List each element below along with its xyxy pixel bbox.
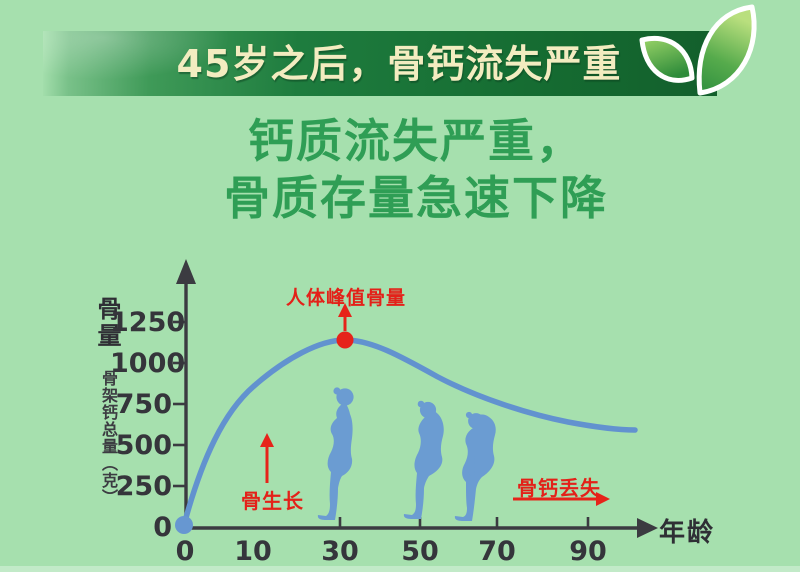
x-tick-label: 30 bbox=[321, 536, 359, 567]
bottom-edge-strip bbox=[0, 566, 800, 572]
peak-annotation: 人体峰值骨量 bbox=[285, 287, 406, 309]
growth-annotation: 骨生长 bbox=[241, 489, 304, 513]
x-tick-label: 70 bbox=[478, 536, 516, 567]
banner: 45岁之后，骨钙流失严重 bbox=[43, 31, 717, 96]
y-axis-sublabel: 骨架钙总量（克） bbox=[99, 370, 118, 506]
y-tick-label: 500 bbox=[115, 430, 172, 461]
y-tick-label: 1000 bbox=[110, 348, 186, 379]
peak-point bbox=[336, 331, 354, 349]
figure-arm bbox=[467, 450, 475, 476]
loss-arrow-icon bbox=[513, 492, 610, 506]
y-tick-marks bbox=[173, 320, 186, 488]
figure-age-50 bbox=[403, 400, 444, 519]
x-tick-label: 90 bbox=[569, 536, 607, 567]
growth-arrow-icon bbox=[260, 433, 274, 483]
y-axis-label: 骨量 bbox=[93, 296, 121, 350]
x-tick-label: 50 bbox=[401, 536, 439, 567]
y-tick-label: 750 bbox=[115, 389, 172, 420]
heading-line-1: 钙质流失严重， bbox=[248, 114, 584, 168]
x-axis-arrow-icon bbox=[637, 518, 658, 538]
x-tick-label: 10 bbox=[234, 536, 272, 567]
heading-line-2: 骨质存量急速下降 bbox=[224, 171, 608, 225]
peak-arrow-icon bbox=[338, 303, 352, 331]
figure-age-30 bbox=[317, 387, 354, 520]
y-tick-label: 1250 bbox=[110, 307, 186, 338]
x-axis-label: 年龄 bbox=[659, 518, 716, 548]
leaf-icon bbox=[639, 4, 757, 96]
figure-age-70 bbox=[454, 411, 496, 521]
bone-mass-curve bbox=[181, 337, 638, 528]
origin-point bbox=[175, 516, 193, 534]
loss-annotation: 骨钙丢失 bbox=[517, 476, 601, 500]
small-leaf-icon bbox=[639, 36, 695, 83]
y-axis-arrow-icon bbox=[176, 259, 196, 284]
big-leaf-icon bbox=[696, 4, 757, 96]
y-tick-label: 250 bbox=[115, 471, 172, 502]
main-heading: 钙质流失严重， 骨质存量急速下降 bbox=[16, 113, 800, 227]
x-tick-label: 0 bbox=[175, 536, 195, 567]
banner-title: 45岁之后，骨钙流失严重 bbox=[176, 42, 622, 86]
y-tick-label: 0 bbox=[153, 512, 172, 543]
